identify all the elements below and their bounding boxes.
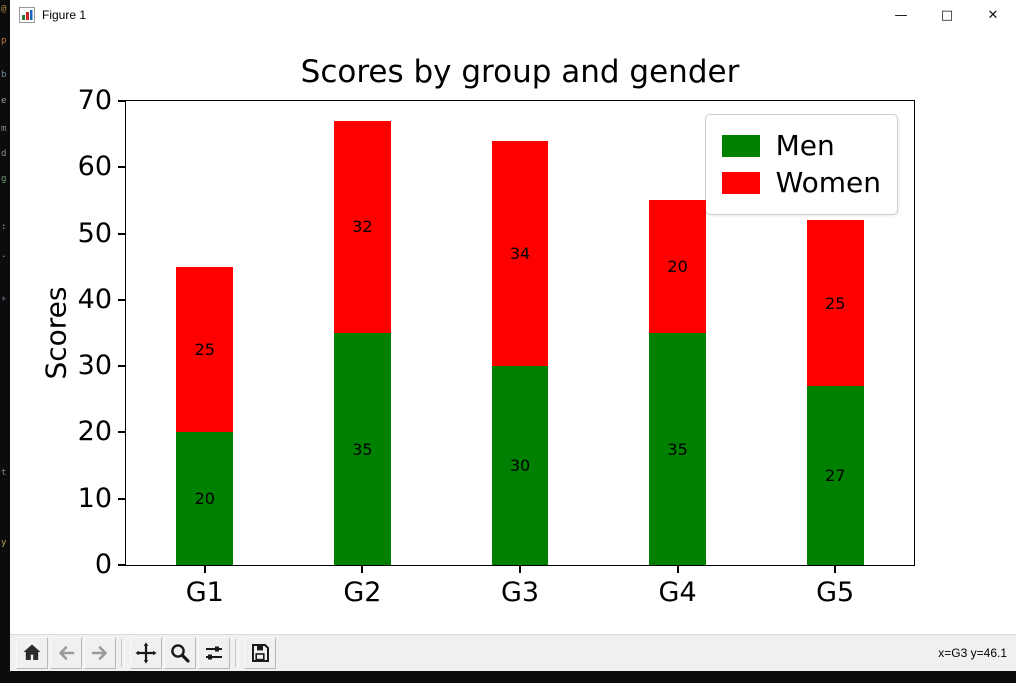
- pan-move-icon: [135, 642, 157, 664]
- bar-segment: 25: [176, 266, 234, 433]
- bar-segment: 20: [649, 200, 706, 333]
- figure-window-icon: [19, 7, 35, 23]
- background-code-glyph: b: [1, 70, 7, 80]
- plot-area[interactable]: Men Women 0 10 20 30 40 50 60 70 G1 20 25 G2 35 32 G3 30…: [78, 85, 915, 608]
- bar-value-label: 25: [194, 340, 215, 360]
- y-tick-label: 60: [77, 151, 112, 183]
- zoom-button[interactable]: [164, 637, 196, 669]
- bar-value-label: 30: [509, 456, 531, 476]
- x-tick-label: G3: [500, 577, 540, 608]
- x-axis-tick: [834, 565, 837, 573]
- bar-segment: 35: [334, 333, 391, 565]
- background-code-glyph: p: [1, 36, 7, 46]
- window-titlebar[interactable]: Figure 1 — □ ✕: [10, 0, 1016, 30]
- back-arrow-icon: [59, 646, 75, 660]
- bar-segment: 30: [491, 366, 549, 565]
- x-tick-label: G5: [816, 577, 855, 608]
- bar-value-label: 27: [825, 466, 846, 486]
- bar-value-label: 20: [194, 489, 215, 509]
- pan-button[interactable]: [130, 637, 162, 669]
- chart-title: Scores by group and gender: [300, 54, 740, 90]
- legend-swatch: [721, 172, 760, 194]
- y-axis-tick: [118, 232, 126, 235]
- legend-entry: Women: [721, 166, 881, 199]
- navigation-toolbar: x=G3 y=46.1: [10, 634, 1016, 671]
- x-axis-tick: [519, 565, 521, 573]
- magnifier-icon: [171, 644, 190, 663]
- x-tick-label: G1: [185, 577, 224, 608]
- forward-button[interactable]: [84, 637, 116, 669]
- legend-entries: Men Women: [721, 129, 881, 199]
- home-icon: [23, 644, 41, 660]
- bar-segment: 25: [806, 220, 864, 387]
- x-axis-tick: [676, 565, 679, 573]
- sliders-icon: [206, 646, 222, 660]
- back-button[interactable]: [50, 637, 82, 669]
- configure-subplots-button[interactable]: [198, 637, 230, 669]
- legend-entry: Men: [721, 129, 881, 162]
- window-title: Figure 1: [42, 8, 87, 22]
- save-floppy-icon: [252, 644, 269, 662]
- y-tick-label: 40: [77, 283, 112, 315]
- background-code-glyph: m: [1, 124, 7, 134]
- background-code-glyph: @: [1, 4, 7, 14]
- y-axis-tick: [118, 100, 126, 102]
- bar-value-label: 35: [352, 439, 373, 459]
- bar-segment: 27: [806, 386, 864, 565]
- toolbar-separator: [121, 639, 125, 667]
- x-axis-tick: [203, 565, 206, 573]
- y-axis-tick: [118, 365, 126, 368]
- x-tick-label: G4: [658, 577, 697, 608]
- figure-canvas[interactable]: Scores by group and gender Scores Men Wom…: [10, 30, 1016, 634]
- minimize-button[interactable]: —: [894, 7, 908, 23]
- home-button[interactable]: [16, 637, 48, 669]
- y-tick-label: 0: [94, 549, 112, 580]
- bar-value-label: 32: [352, 217, 373, 237]
- legend-label: Men: [775, 129, 835, 162]
- close-button[interactable]: ✕: [987, 7, 999, 23]
- y-axis-tick: [118, 564, 126, 566]
- legend-swatch: [721, 135, 760, 157]
- background-code-glyph: d: [1, 149, 7, 159]
- figure-window: Figure 1 — □ ✕ Scores by group and gende…: [10, 0, 1016, 671]
- maximize-button[interactable]: □: [940, 7, 954, 23]
- background-code-glyph: :: [1, 222, 7, 232]
- y-tick-label: 70: [77, 85, 112, 116]
- bar-value-label: 25: [825, 293, 846, 313]
- background-code-glyph: t: [1, 468, 7, 478]
- cursor-position-status: x=G3 y=46.1: [938, 646, 1007, 660]
- save-button[interactable]: [244, 637, 276, 669]
- y-tick-label: 20: [77, 416, 112, 448]
- window-controls: — □ ✕: [878, 0, 1016, 30]
- y-axis-tick: [118, 497, 126, 500]
- y-axis-tick: [118, 298, 126, 301]
- forward-arrow-icon: [91, 646, 107, 660]
- y-axis-tick: [118, 166, 126, 169]
- background-desktop-strip: @ p b e m d g:. * t y: [0, 0, 10, 683]
- bar-segment: 32: [334, 120, 391, 333]
- background-code-glyph: e: [1, 96, 7, 106]
- legend-label: Women: [775, 166, 881, 199]
- background-code-glyph: y: [1, 538, 7, 548]
- y-tick-label: 30: [77, 350, 112, 382]
- background-code-glyph: .: [1, 250, 7, 260]
- y-axis-tick: [118, 431, 126, 434]
- bar-value-label: 34: [509, 243, 531, 263]
- bar-value-label: 35: [667, 439, 688, 459]
- legend: Men Women: [704, 114, 898, 215]
- toolbar-separator: [235, 639, 239, 667]
- background-code-glyph: g: [1, 174, 7, 184]
- x-axis-tick: [361, 565, 364, 573]
- y-tick-label: 50: [77, 217, 112, 249]
- y-tick-label: 10: [77, 482, 112, 514]
- x-tick-label: G2: [343, 577, 382, 608]
- bar-value-label: 20: [667, 257, 688, 277]
- y-axis-label: Scores: [39, 286, 73, 380]
- bar-segment: 34: [491, 140, 549, 367]
- bar-segment: 20: [176, 432, 234, 565]
- background-code-glyph: *: [1, 296, 7, 306]
- bar-segment: 35: [649, 333, 706, 565]
